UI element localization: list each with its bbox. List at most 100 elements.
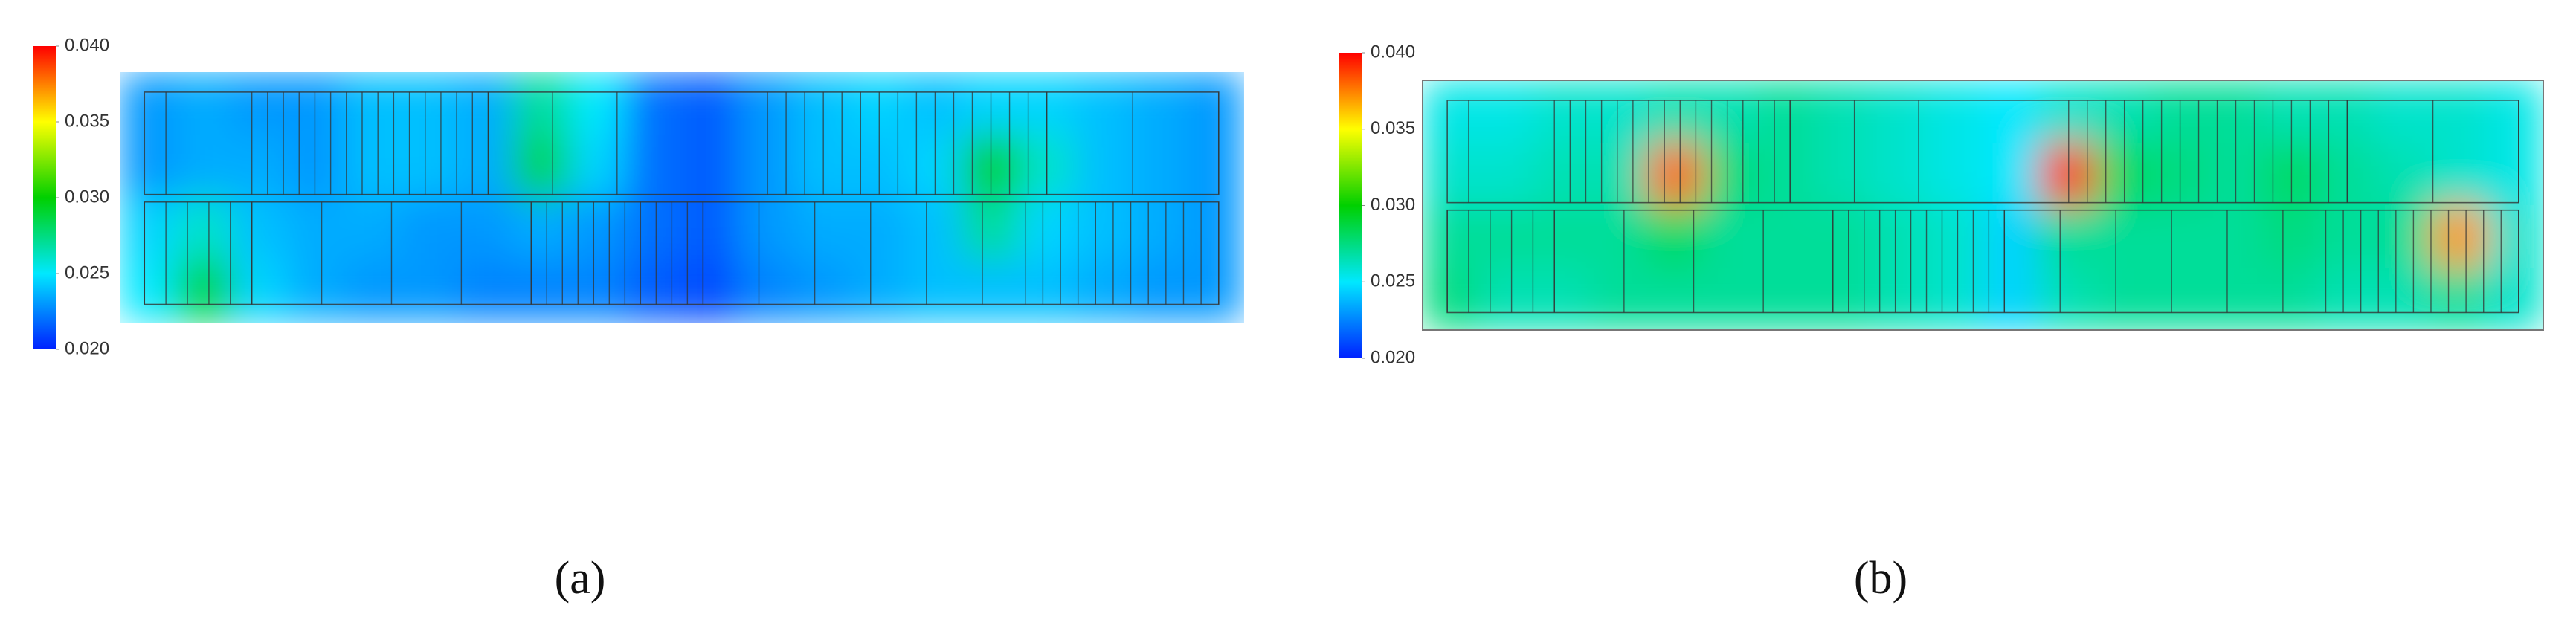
field-cell xyxy=(2038,80,2096,143)
field-cell xyxy=(793,197,851,260)
field-cell xyxy=(288,135,345,198)
field-cell xyxy=(906,197,963,260)
field-cell xyxy=(1646,205,1704,268)
field-cell xyxy=(120,259,177,323)
field-cell xyxy=(1187,197,1244,260)
colorbar-tick-label: 0.040 xyxy=(1371,42,1415,62)
colorbar xyxy=(33,46,56,349)
field-cell xyxy=(457,72,514,135)
field-cell xyxy=(2487,268,2544,331)
field-cell xyxy=(2374,205,2432,268)
colorbar-tick-label: 0.020 xyxy=(1371,347,1415,367)
field-cell xyxy=(1130,197,1188,260)
field-cell xyxy=(625,197,683,260)
panel-caption: (a) xyxy=(555,553,606,604)
field-cell xyxy=(850,197,907,260)
field-cell xyxy=(1423,143,1479,206)
field-cell xyxy=(1983,80,2040,143)
field-cell xyxy=(850,72,907,135)
field-cell xyxy=(1815,143,1872,206)
field-cell xyxy=(1187,72,1244,135)
field-cell xyxy=(1075,259,1132,323)
field-cell xyxy=(793,135,851,198)
field-cell xyxy=(738,197,795,260)
field-cell xyxy=(457,259,514,323)
field-cell xyxy=(2038,268,2096,331)
colorbar-tick-label: 0.040 xyxy=(65,35,109,55)
field-cell xyxy=(232,135,289,198)
field-cell xyxy=(681,197,738,260)
field-cell xyxy=(2095,80,2152,143)
colorbar-tick-label: 0.035 xyxy=(1371,118,1415,138)
field-cell xyxy=(1130,135,1188,198)
field-cell xyxy=(850,259,907,323)
field-cell xyxy=(1130,259,1188,323)
field-cell xyxy=(176,135,233,198)
field-cell xyxy=(1423,268,1479,331)
field-cell xyxy=(400,197,457,260)
field-cell xyxy=(2431,80,2488,143)
field-cell xyxy=(2095,268,2152,331)
field-cell xyxy=(1702,143,1759,206)
field-cell xyxy=(1870,80,1928,143)
field-cell xyxy=(1815,205,1872,268)
field-cell xyxy=(512,135,570,198)
field-cell xyxy=(1130,72,1188,135)
field-cell xyxy=(288,72,345,135)
field-cell xyxy=(232,259,289,323)
field-cell xyxy=(1075,135,1132,198)
field-cell xyxy=(2431,268,2488,331)
field-cell xyxy=(793,259,851,323)
field-cell xyxy=(457,135,514,198)
field-cell xyxy=(569,197,626,260)
panel-caption: (b) xyxy=(1854,553,1907,604)
field-cell xyxy=(344,197,402,260)
field-cell xyxy=(1759,80,1816,143)
field-cell xyxy=(1815,268,1872,331)
field-cell xyxy=(738,259,795,323)
field-cell xyxy=(1759,268,1816,331)
field-cell xyxy=(1870,205,1928,268)
field-cell xyxy=(1591,143,1647,206)
field-cell xyxy=(1478,80,1536,143)
field-cell xyxy=(1927,80,1984,143)
field-cell xyxy=(400,135,457,198)
field-cell xyxy=(2038,143,2096,206)
field-cell xyxy=(962,259,1020,323)
field-cell xyxy=(120,197,177,260)
field-cell xyxy=(344,72,402,135)
field-cell xyxy=(2319,205,2376,268)
field-cell xyxy=(2206,268,2264,331)
field-cell xyxy=(2431,205,2488,268)
field-cell xyxy=(962,197,1020,260)
field-cell xyxy=(1927,205,1984,268)
field-cell xyxy=(2374,80,2432,143)
field-cell xyxy=(850,135,907,198)
field-cell xyxy=(1478,143,1536,206)
field-cell xyxy=(906,259,963,323)
field-cell xyxy=(1478,205,1536,268)
field-cell xyxy=(2374,143,2432,206)
field-cell xyxy=(400,259,457,323)
field-cell xyxy=(1591,80,1647,143)
field-cell xyxy=(569,72,626,135)
field-cell xyxy=(2319,268,2376,331)
colorbar-tick-label: 0.030 xyxy=(1371,195,1415,215)
colorbar-tick-label: 0.025 xyxy=(65,262,109,282)
field-cell xyxy=(1075,72,1132,135)
field-cell xyxy=(681,135,738,198)
field-cell xyxy=(1534,205,1591,268)
field-cell xyxy=(1759,205,1816,268)
field-cell xyxy=(2095,143,2152,206)
field-cell xyxy=(1478,268,1536,331)
field-cell xyxy=(2487,205,2544,268)
contour-field xyxy=(120,72,1244,323)
field-cell xyxy=(1870,268,1928,331)
field-cell xyxy=(120,135,177,198)
field-cell xyxy=(1983,143,2040,206)
field-border xyxy=(1422,80,2544,331)
colorbar xyxy=(1339,53,1362,358)
field-cell xyxy=(2151,205,2208,268)
field-cell xyxy=(344,135,402,198)
